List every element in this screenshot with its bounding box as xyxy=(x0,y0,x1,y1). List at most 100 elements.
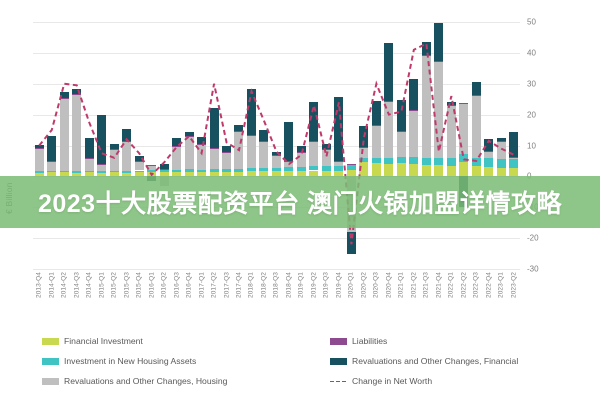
x-axis-tick: 2019-Q1 xyxy=(295,272,307,324)
bar-column[interactable] xyxy=(507,22,519,269)
x-axis-tick-label: 2022-Q1 xyxy=(447,272,455,298)
bar-column[interactable] xyxy=(270,22,282,269)
bar-segment xyxy=(59,91,69,98)
x-axis-tick: 2014-Q1 xyxy=(45,272,57,324)
bar-segment xyxy=(471,96,481,159)
bar-column[interactable] xyxy=(195,22,207,269)
bar-segment xyxy=(471,166,481,177)
bar-segment xyxy=(134,161,144,171)
bar-segment xyxy=(396,100,406,132)
x-axis-tick: 2015-Q4 xyxy=(133,272,145,324)
x-axis-tick: 2014-Q2 xyxy=(58,272,70,324)
bar-segment xyxy=(172,138,182,147)
bar-column[interactable] xyxy=(120,22,132,269)
bar-column[interactable] xyxy=(482,22,494,269)
bar-column[interactable] xyxy=(383,22,395,269)
legend-item[interactable]: Change in Net Worth xyxy=(330,376,432,386)
x-axis-tick: 2018-Q3 xyxy=(270,272,282,324)
x-axis-tick-label: 2015-Q4 xyxy=(135,272,143,298)
bar-segment xyxy=(284,171,294,177)
x-axis-tick-label: 2014-Q2 xyxy=(60,272,68,298)
bar-segment xyxy=(434,62,444,158)
legend-swatch-icon xyxy=(42,377,59,385)
bar-segment xyxy=(222,152,231,170)
bar-segment xyxy=(484,167,494,177)
bar-column[interactable] xyxy=(133,22,145,269)
bar-segment xyxy=(234,168,244,172)
bar-column[interactable] xyxy=(408,22,420,269)
x-axis-tick: 2019-Q4 xyxy=(333,272,345,324)
bar-column[interactable] xyxy=(395,22,407,269)
x-axis-tick-label: 2018-Q4 xyxy=(285,272,293,298)
bar-segment xyxy=(371,157,381,164)
legend-swatch-icon xyxy=(42,357,59,365)
bar-segment xyxy=(359,147,369,149)
x-axis-tick-label: 2023-Q2 xyxy=(510,272,518,298)
bar-column[interactable] xyxy=(495,22,507,269)
bar-column[interactable] xyxy=(370,22,382,269)
legend-label: Financial Investment xyxy=(64,336,143,346)
bar-column[interactable] xyxy=(58,22,70,269)
legend-item[interactable]: Investment in New Housing Assets xyxy=(42,356,196,366)
y-axis-tick-label: 10 xyxy=(527,141,536,150)
y-axis-tick-label: 40 xyxy=(527,48,536,58)
bar-segment xyxy=(209,108,219,149)
legend-item[interactable]: Revaluations and Other Changes, Financia… xyxy=(330,356,518,366)
bar-segment xyxy=(334,97,344,161)
x-axis-tick-label: 2019-Q1 xyxy=(297,272,305,298)
bar-column[interactable] xyxy=(320,22,332,269)
bar-column[interactable] xyxy=(470,22,482,269)
legend-item[interactable]: Liabilities xyxy=(330,336,387,346)
bar-column[interactable] xyxy=(308,22,320,269)
x-axis-tick: 2014-Q3 xyxy=(70,272,82,324)
bar-segment xyxy=(271,171,281,177)
bar-segment xyxy=(34,144,44,148)
x-axis-tick: 2022-Q1 xyxy=(445,272,457,324)
bar-segment xyxy=(334,160,344,162)
bar-segment xyxy=(459,161,469,177)
bar-segment xyxy=(359,157,369,163)
bar-segment xyxy=(222,172,231,177)
bar-segment xyxy=(34,148,44,172)
bar-segment xyxy=(346,165,356,171)
legend-label: Investment in New Housing Assets xyxy=(64,356,197,366)
bar-segment xyxy=(72,94,82,172)
bar-column[interactable] xyxy=(220,22,232,269)
bar-column[interactable] xyxy=(433,22,445,269)
x-axis-tick-label: 2016-Q3 xyxy=(173,272,181,298)
x-axis-tick: 2019-Q3 xyxy=(320,272,332,324)
x-axis-tick: 2022-Q2 xyxy=(457,272,469,324)
bar-column[interactable] xyxy=(333,22,345,269)
x-axis-tick-label: 2014-Q1 xyxy=(48,272,56,298)
bar-column[interactable] xyxy=(170,22,182,269)
bar-column[interactable] xyxy=(45,22,57,269)
bar-segment xyxy=(259,171,269,177)
bar-segment xyxy=(296,152,306,167)
bar-column[interactable] xyxy=(33,22,45,269)
bar-segment xyxy=(172,146,182,170)
bar-column[interactable] xyxy=(208,22,220,269)
bar-column[interactable] xyxy=(95,22,107,269)
bar-column[interactable] xyxy=(108,22,120,269)
bar-segment xyxy=(47,160,57,162)
x-axis-tick-label: 2022-Q4 xyxy=(485,272,493,298)
legend-swatch-icon xyxy=(330,357,347,365)
legend-item[interactable]: Revaluations and Other Changes, Housing xyxy=(42,376,227,386)
bar-segment xyxy=(109,170,119,173)
bar-segment xyxy=(122,141,132,142)
bar-column[interactable] xyxy=(183,22,195,269)
x-axis-tick-label: 2016-Q4 xyxy=(185,272,193,298)
bar-segment xyxy=(209,148,219,149)
bar-column[interactable] xyxy=(445,22,457,269)
y-axis-tick-label: -30 xyxy=(527,264,539,274)
bar-segment xyxy=(197,169,207,173)
bar-column[interactable] xyxy=(70,22,82,269)
legend-item[interactable]: Financial Investment xyxy=(42,336,143,346)
bar-column[interactable] xyxy=(245,22,257,269)
bar-column[interactable] xyxy=(83,22,95,269)
bar-column[interactable] xyxy=(258,22,270,269)
bar-segment xyxy=(421,54,431,56)
x-axis-tick: 2021-Q2 xyxy=(408,272,420,324)
y-axis-tick-label: 50 xyxy=(527,17,536,27)
bar-segment xyxy=(222,169,231,173)
